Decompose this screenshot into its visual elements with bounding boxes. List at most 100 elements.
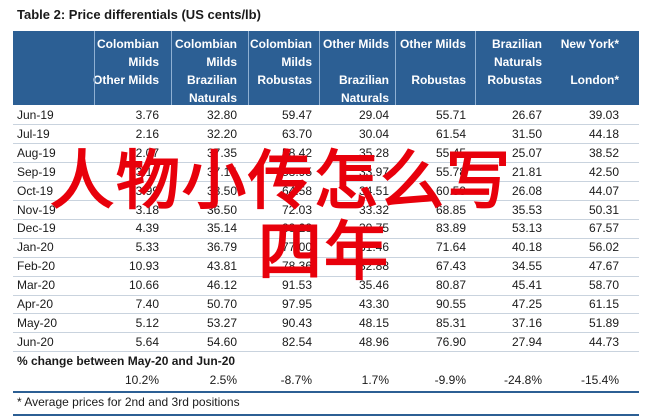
row-divider (13, 143, 639, 145)
table-cell: 3.99 (135, 183, 159, 198)
table-cell: 61.15 (588, 297, 619, 311)
table-cell: 3.18 (135, 202, 159, 217)
row-month: Jun-20 (17, 334, 54, 349)
header-separator (475, 31, 476, 105)
table-cell: 67.43 (435, 259, 466, 274)
row-month: Nov-19 (17, 202, 56, 217)
table-cell: 54.60 (206, 334, 237, 349)
table-cell: 32.20 (206, 126, 237, 141)
table-cell: 47.25 (511, 297, 542, 311)
table-cell: 53.13 (511, 221, 542, 236)
table-cell: 38.52 (588, 145, 619, 160)
table-cell: 4.39 (135, 221, 159, 236)
table-cell: 71.64 (435, 240, 466, 255)
table-cell: 90.43 (281, 315, 312, 330)
table-cell: 40.18 (511, 240, 542, 255)
row-month: Sep-19 (17, 164, 56, 179)
table-cell: 35.46 (358, 278, 389, 293)
table-cell: 21.81 (511, 164, 542, 179)
table-cell: 36.50 (206, 202, 237, 217)
column-header-bottom: Robustas (487, 73, 542, 87)
table-title: Table 2: Price differentials (US cents/l… (17, 7, 261, 22)
table-cell: 37.16 (511, 315, 542, 330)
table-cell: 43.30 (358, 297, 389, 311)
pct-change-cell: 2.5% (209, 372, 237, 387)
pct-change-cell: -15.4% (580, 372, 619, 387)
row-divider (13, 294, 639, 296)
table-cell: 10.93 (128, 259, 159, 274)
header-separator (319, 31, 320, 105)
table-cell: 50.31 (588, 202, 619, 217)
table-cell: 27.94 (511, 334, 542, 349)
table-cell: 43.81 (206, 259, 237, 274)
table-cell: 58.70 (588, 278, 619, 293)
table-cell: 55.78 (435, 164, 466, 179)
column-header-bottom: London* (570, 73, 619, 87)
row-divider (13, 256, 639, 258)
table-cell: 48.15 (358, 315, 389, 330)
table-cell: 90.55 (435, 297, 466, 311)
footnote: * Average prices for 2nd and 3rd positio… (17, 394, 240, 409)
table-cell: 31.46 (358, 240, 389, 255)
table-cell: 38.50 (206, 183, 237, 198)
table-cell: 48.96 (358, 334, 389, 349)
table-cell: 31.50 (511, 126, 542, 141)
table-cell: 85.31 (435, 315, 466, 330)
table-cell: 33.97 (358, 164, 389, 179)
table-cell: 39.03 (588, 108, 619, 122)
table-cell: 30.04 (358, 126, 389, 141)
pct-change-cell: -9.9% (434, 372, 466, 387)
column-header-top: Brazilian Naturals (491, 37, 542, 69)
footer-divider (13, 390, 639, 393)
table-cell: 44.07 (588, 183, 619, 198)
table-cell: 56.02 (588, 240, 619, 255)
table-cell: 53.27 (206, 315, 237, 330)
column-header-top: New York* (560, 37, 619, 51)
header-separator (395, 31, 396, 105)
table-cell: 67.57 (588, 221, 619, 236)
table-cell: 36.79 (206, 240, 237, 255)
row-divider (13, 181, 639, 183)
table-cell: 32.80 (206, 108, 237, 122)
pct-change-cell: -8.7% (280, 372, 312, 387)
row-divider (13, 162, 639, 164)
table-cell: 68.85 (435, 202, 466, 217)
table-cell: 77.00 (281, 240, 312, 255)
row-month: May-20 (17, 315, 58, 330)
column-header-top: Colombian Milds (97, 37, 159, 69)
row-divider (13, 351, 639, 353)
table-cell: 44.18 (588, 126, 619, 141)
row-divider (13, 200, 639, 201)
watermark-line-2: 四年 (258, 216, 390, 290)
table-cell: 29.04 (358, 108, 389, 122)
table-cell: 63.70 (281, 126, 312, 141)
bottom-border (13, 413, 639, 416)
row-divider (13, 237, 639, 239)
table-cell: 64.58 (281, 183, 312, 198)
table-cell: 35.53 (511, 202, 542, 217)
table-cell: 2.16 (135, 126, 159, 141)
table-cell: 35.14 (206, 221, 237, 236)
table-cell: 34.51 (358, 183, 389, 198)
row-month: Apr-20 (17, 297, 54, 311)
table-cell: 59.47 (281, 108, 312, 122)
pct-change-label: % change between May-20 and Jun-20 (17, 353, 236, 368)
table-cell: 45.41 (511, 278, 542, 293)
column-header-bottom: Brazilian Naturals (186, 73, 237, 105)
header-separator (171, 31, 172, 105)
price-differentials-table: Table 2: Price differentials (US cents/l… (13, 4, 639, 416)
table-cell: 42.50 (588, 164, 619, 179)
table-cell: 35.28 (358, 145, 389, 160)
table-cell: 3.76 (135, 108, 159, 122)
table-cell: 82.54 (281, 334, 312, 349)
column-header-bottom: Robustas (411, 73, 466, 87)
row-divider (13, 332, 639, 334)
pct-change-cell: -24.8% (503, 372, 542, 387)
table-cell: 91.53 (281, 278, 312, 293)
table-cell: 46.12 (206, 278, 237, 293)
row-divider (13, 313, 639, 315)
table-cell: 26.08 (511, 183, 542, 198)
column-header-top: Colombian Milds (175, 37, 237, 69)
table-cell: 2.07 (135, 145, 159, 160)
column-header: Colombian Milds Robustas (171, 31, 312, 105)
